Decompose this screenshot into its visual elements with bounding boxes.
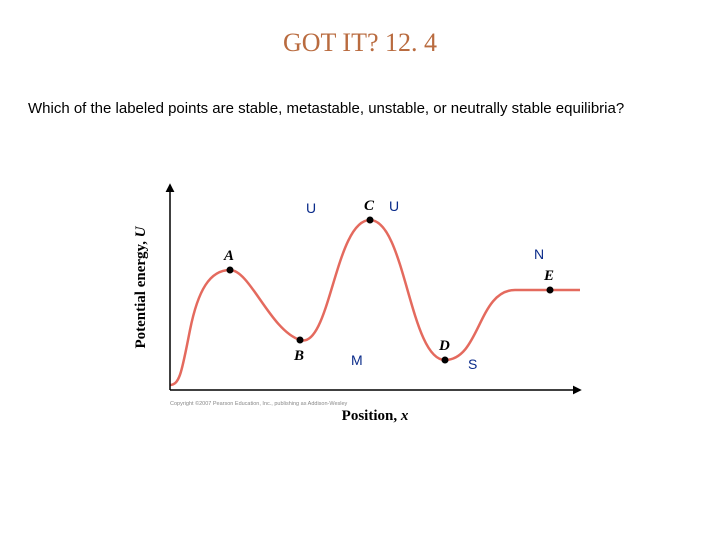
question-text: Which of the labeled points are stable, … (28, 100, 692, 117)
point-E (547, 287, 554, 294)
point-label-B: B (293, 348, 304, 364)
annotation-N: N (534, 246, 544, 262)
point-A (227, 267, 234, 274)
point-C (367, 217, 374, 224)
x-axis-label: Position, x (342, 408, 409, 424)
figure-svg: Position, x Potential energy, U A B C D E Copyr… (120, 170, 600, 430)
annotation-S: S (468, 356, 477, 372)
point-label-D: D (438, 338, 450, 354)
point-label-C: C (364, 198, 375, 214)
potential-energy-figure: Position, x Potential energy, U A B C D E Copyr… (120, 170, 600, 430)
slide-title: GOT IT? 12. 4 (0, 28, 720, 58)
point-B (297, 337, 304, 344)
annotation-U2: U (389, 198, 399, 214)
annotation-M: M (351, 352, 363, 368)
point-D (442, 357, 449, 364)
point-label-A: A (223, 248, 234, 264)
point-label-E: E (543, 268, 554, 284)
annotation-U1: U (306, 200, 316, 216)
y-axis-label: Potential energy, U (133, 225, 149, 348)
slide: GOT IT? 12. 4 Which of the labeled point… (0, 0, 720, 540)
copyright-text: Copyright ©2007 Pearson Education, Inc.,… (170, 400, 348, 407)
